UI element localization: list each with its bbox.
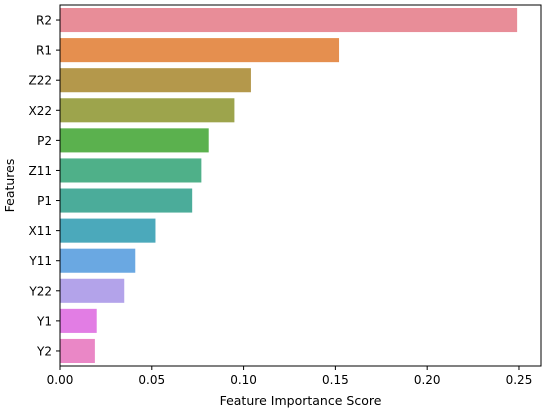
y-axis: R2 R1 Z22 X22 P2 Z11 P1 X11 Y11 Y22 Y1 Y2 bbox=[28, 14, 60, 358]
bar-y2 bbox=[60, 338, 95, 363]
y-tick-label: Z11 bbox=[29, 164, 53, 178]
y-axis-label: Features bbox=[2, 159, 17, 213]
y-tick-label: R1 bbox=[36, 44, 52, 58]
bar-z11 bbox=[60, 158, 202, 183]
y-tick-label: Y2 bbox=[36, 344, 52, 358]
bar-x11 bbox=[60, 218, 156, 243]
x-tick-label: 0.00 bbox=[47, 373, 74, 387]
y-tick-label: Y22 bbox=[28, 284, 52, 298]
bar-x22 bbox=[60, 98, 235, 123]
y-tick-label: Z22 bbox=[29, 74, 53, 88]
bars-layer bbox=[60, 8, 518, 363]
y-tick-label: X11 bbox=[29, 224, 53, 238]
y-tick-label: R2 bbox=[36, 14, 52, 28]
bar-y11 bbox=[60, 248, 136, 273]
bar-p1 bbox=[60, 188, 193, 213]
bar-y22 bbox=[60, 278, 125, 303]
x-tick-label: 0.15 bbox=[322, 373, 349, 387]
x-tick-label: 0.05 bbox=[138, 373, 165, 387]
y-tick-label: X22 bbox=[29, 104, 53, 118]
y-tick-label: Y11 bbox=[28, 254, 52, 268]
x-tick-label: 0.10 bbox=[230, 373, 257, 387]
bar-z22 bbox=[60, 68, 251, 93]
bar-p2 bbox=[60, 128, 209, 153]
x-tick-label: 0.25 bbox=[506, 373, 533, 387]
x-axis-label: Feature Importance Score bbox=[220, 393, 382, 408]
y-tick-label: P1 bbox=[37, 194, 52, 208]
x-axis: 0.00 0.05 0.10 0.15 0.20 0.25 bbox=[47, 366, 533, 387]
bar-r2 bbox=[60, 8, 518, 33]
y-tick-label: P2 bbox=[37, 134, 52, 148]
y-tick-label: Y1 bbox=[36, 314, 52, 328]
x-tick-label: 0.20 bbox=[414, 373, 441, 387]
plot-frame bbox=[59, 4, 542, 367]
bar-y1 bbox=[60, 308, 97, 333]
bar-r1 bbox=[60, 38, 340, 63]
